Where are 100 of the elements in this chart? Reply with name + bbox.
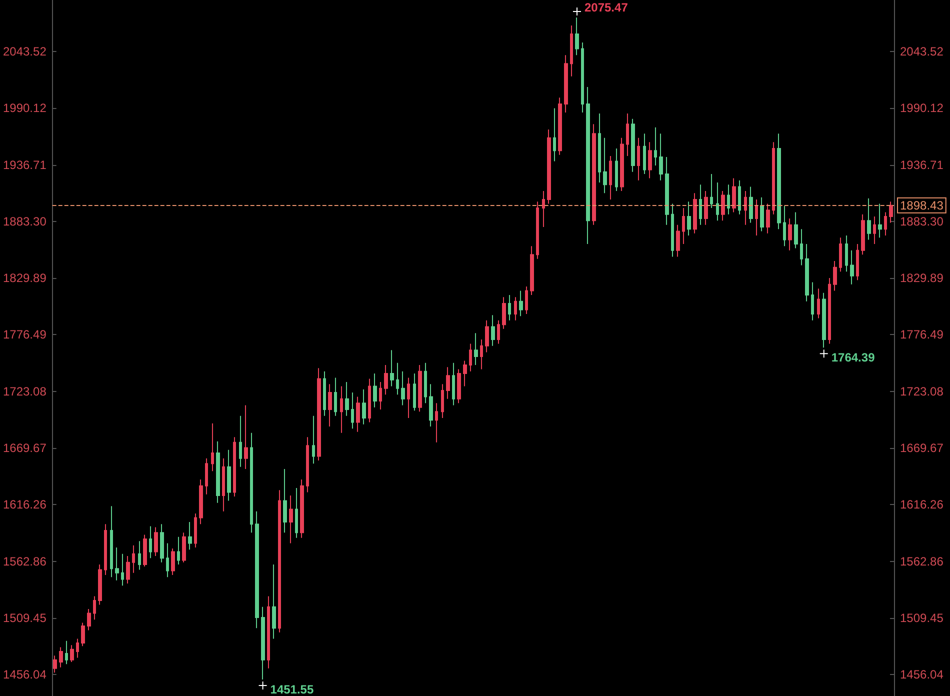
candlestick (676, 224, 680, 258)
candlestick (760, 196, 764, 232)
candlestick (474, 332, 478, 366)
candlestick (480, 339, 483, 370)
candlestick (817, 288, 820, 319)
candlestick (289, 494, 293, 544)
candlestick (861, 214, 865, 256)
candlestick (233, 436, 236, 498)
candlestick (631, 118, 635, 172)
candlestick (710, 174, 713, 208)
y-tick-label: 1669.67 (2, 441, 47, 456)
candlestick (177, 536, 180, 565)
candlestick (665, 156, 669, 226)
candlestick (110, 506, 113, 578)
candlestick (744, 190, 747, 226)
y-tick-label: 1990.12 (2, 101, 47, 116)
candlestick (497, 320, 500, 344)
candlestick (873, 216, 876, 245)
candlestick (620, 137, 624, 192)
candlestick (121, 553, 124, 586)
y2-tick-label: 1723.08 (900, 384, 944, 398)
candlestick (295, 488, 298, 538)
candlestick (648, 142, 652, 179)
candlestick (755, 198, 758, 236)
candlestick (839, 237, 842, 272)
candlestick (889, 201, 893, 224)
candlestick (171, 548, 175, 576)
candlestick (626, 113, 629, 156)
y-tick-label: 1883.30 (2, 214, 47, 228)
candlestick (227, 449, 231, 502)
candlestick (407, 377, 410, 419)
y-tick-label: 1509.45 (2, 611, 47, 626)
candlestick (502, 296, 506, 330)
candlestick (334, 377, 337, 416)
candlestick (575, 17, 579, 56)
candlestick (727, 184, 730, 215)
candlestick (138, 540, 141, 570)
candlestick (126, 555, 130, 584)
candlestick (564, 54, 568, 113)
candlestick (429, 384, 433, 428)
candlestick (93, 596, 96, 620)
candlestick (732, 178, 736, 213)
candlestick (845, 235, 848, 272)
candlestick (373, 372, 377, 408)
candlestick (704, 190, 708, 226)
candlestick (586, 86, 590, 245)
candlestick (637, 137, 640, 181)
candlestick (766, 203, 770, 234)
candlestick (867, 198, 871, 240)
candlestick (463, 360, 467, 387)
candlestick (154, 526, 158, 556)
y-tick-label: 1829.89 (2, 271, 47, 286)
candlestick (81, 622, 85, 647)
y2-tick-label: 1509.45 (900, 611, 944, 626)
candlestick (368, 378, 371, 423)
y-tick-label: 1562.86 (2, 554, 47, 568)
candlestick (671, 203, 674, 258)
candlestick (525, 286, 528, 315)
annotation: 1764.39 (831, 350, 876, 365)
candlestick (216, 440, 220, 504)
candlestick (856, 244, 859, 281)
candlestick (581, 42, 584, 113)
candlestick (615, 148, 618, 192)
candlestick (188, 522, 192, 550)
candlestick (384, 364, 388, 396)
candlestick (721, 190, 725, 222)
candlestick (351, 392, 354, 430)
candlestick (306, 436, 309, 493)
candlestick (115, 546, 119, 581)
candlestick (805, 244, 809, 302)
candlestick (317, 368, 321, 461)
y-tick-label: 1456.04 (2, 668, 47, 682)
candlestick (738, 180, 741, 215)
candlestick (98, 564, 102, 606)
candlestick (716, 182, 719, 222)
candlestick (508, 294, 511, 321)
candlestick (244, 404, 248, 470)
y2-tick-label: 1776.49 (900, 328, 944, 342)
candlestick (446, 366, 450, 400)
candlestick (598, 113, 601, 183)
candlestick (401, 370, 405, 406)
candlestick (328, 384, 332, 428)
candlestick (884, 212, 887, 236)
candlestick (250, 432, 253, 534)
annotation: 1451.55 (270, 682, 314, 696)
candlestick (143, 534, 147, 568)
candlestick (312, 415, 315, 464)
candlestick (491, 314, 495, 346)
y2-tick-label: 1883.30 (900, 214, 944, 228)
candlestick (654, 126, 657, 166)
candlestick (828, 277, 831, 344)
candlestick (435, 402, 438, 443)
candlestick (323, 370, 326, 416)
candlestick (278, 490, 281, 633)
candlestick (160, 524, 164, 563)
candlestick (194, 513, 197, 548)
candlestick (485, 320, 489, 353)
candlestick (749, 186, 753, 224)
candlestick (199, 479, 203, 525)
candlestick (822, 292, 826, 348)
